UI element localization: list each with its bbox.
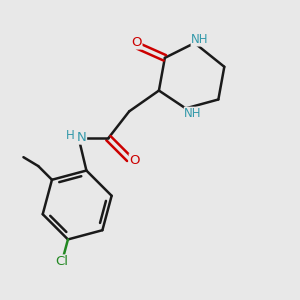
Text: H: H (66, 129, 75, 142)
Text: NH: NH (184, 107, 202, 120)
Text: O: O (131, 36, 142, 49)
Text: N: N (77, 131, 86, 144)
Text: NH: NH (191, 33, 209, 46)
Text: O: O (129, 154, 140, 167)
Text: Cl: Cl (56, 255, 68, 268)
